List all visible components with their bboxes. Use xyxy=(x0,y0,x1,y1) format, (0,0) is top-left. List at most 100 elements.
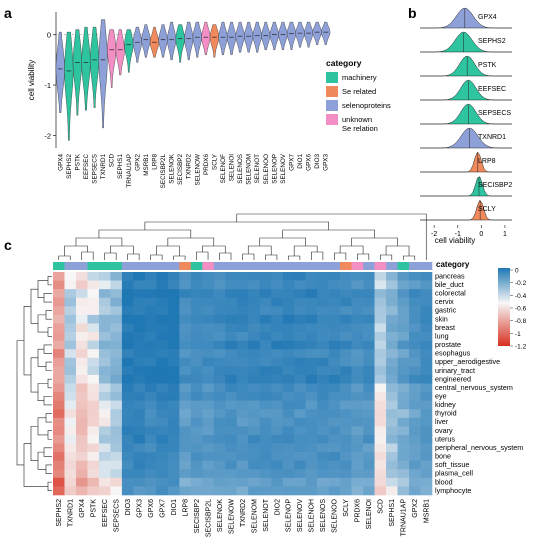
heatmap-cell xyxy=(156,332,169,341)
heatmap-cell xyxy=(317,272,329,281)
violin-x-tick-label: SCLY xyxy=(211,153,218,170)
heatmap-cell xyxy=(317,469,329,479)
heatmap-cell xyxy=(351,272,364,281)
heatmap-cell xyxy=(225,392,238,401)
heatmap-cell xyxy=(53,417,65,427)
heatmap-row-label: cervix xyxy=(435,297,454,306)
heatmap-cell xyxy=(202,332,215,341)
heatmap-cell xyxy=(328,366,341,376)
heatmap-cell xyxy=(409,314,421,324)
heatmap-cell xyxy=(340,469,352,479)
heatmap-cell xyxy=(110,349,123,359)
heatmap-cell xyxy=(156,469,169,479)
heatmap-cell xyxy=(167,409,180,419)
heatmap-cell xyxy=(386,280,398,290)
heatmap-cell xyxy=(202,400,215,410)
heatmap-panel: category pancreasbile_ductcolorectalcerv… xyxy=(16,213,527,537)
heatmap-cell xyxy=(225,272,238,281)
heatmap-cell xyxy=(87,477,100,487)
heatmap-cell xyxy=(351,374,364,384)
heatmap-cell xyxy=(133,469,146,479)
row-dendrogram-link xyxy=(37,451,46,470)
heatmap-cell xyxy=(225,314,238,324)
heatmap-cell xyxy=(351,340,364,350)
heatmap-cell xyxy=(282,289,295,299)
heatmap-cell xyxy=(363,289,375,299)
heatmap-cell xyxy=(110,314,123,324)
heatmap-cell xyxy=(271,289,283,299)
legend-swatch-se-related xyxy=(326,86,338,97)
heatmap-cell xyxy=(363,417,375,427)
heatmap-cell xyxy=(305,340,318,350)
column-dendrogram xyxy=(58,213,427,260)
heatmap-cell xyxy=(351,400,364,410)
heatmap-cell xyxy=(202,374,215,384)
heatmap-cell xyxy=(213,417,226,427)
heatmap-cell xyxy=(87,297,100,307)
heatmap-cell xyxy=(397,280,410,290)
category-cell-GPX6 xyxy=(144,262,157,270)
heatmap-cell xyxy=(317,357,329,367)
heatmap-cell xyxy=(133,349,146,359)
heatmap-cell xyxy=(179,280,192,290)
heatmap-cell xyxy=(202,426,215,436)
heatmap-cell xyxy=(121,469,134,479)
heatmap-cell xyxy=(317,323,329,333)
heatmap-cell xyxy=(144,332,157,341)
heatmap-cell xyxy=(248,306,261,316)
row-dendrogram-link xyxy=(23,306,31,376)
heatmap-cell xyxy=(409,332,421,341)
heatmap-column-label: EEFSEC xyxy=(102,499,109,527)
violin-x-tick-label: SELENOW xyxy=(194,154,201,186)
heatmap-cell xyxy=(179,443,192,453)
heatmap-cell xyxy=(328,357,341,367)
heatmap-cell xyxy=(305,314,318,324)
heatmap-column-label: SCD xyxy=(378,499,385,514)
heatmap-cell xyxy=(282,486,295,496)
violin-SELENOS xyxy=(235,21,245,53)
category-cell-SELENOM xyxy=(248,262,261,270)
heatmap-cell xyxy=(374,392,387,401)
heatmap-cell xyxy=(133,452,146,461)
heatmap-cell xyxy=(75,469,88,479)
heatmap-cell xyxy=(305,306,318,316)
heatmap-cell xyxy=(420,417,433,427)
violin-TRNAU1AP xyxy=(124,29,134,73)
colorbar-tick-label: -0.6 xyxy=(515,306,527,313)
ridge-LRP8 xyxy=(420,151,512,173)
heatmap-cell xyxy=(351,280,364,290)
heatmap-cell xyxy=(363,272,375,281)
heatmap-cell xyxy=(305,426,318,436)
heatmap-cell xyxy=(271,280,283,290)
heatmap-cell xyxy=(305,452,318,461)
heatmap-cell xyxy=(386,486,398,496)
heatmap-cell xyxy=(179,409,192,419)
heatmap-cell xyxy=(87,306,100,316)
dendrogram-link xyxy=(127,253,140,260)
row-dendrogram-link xyxy=(45,361,52,371)
violin-SELENOT xyxy=(252,21,262,53)
heatmap-cell xyxy=(248,486,261,496)
heatmap-cell xyxy=(110,409,123,419)
heatmap-cell xyxy=(409,340,421,350)
heatmap-cell xyxy=(156,349,169,359)
violin-TXNRD2 xyxy=(184,21,194,61)
violins xyxy=(55,19,331,141)
heatmap-cell xyxy=(144,486,157,496)
violin-x-tick-label: SELENOT xyxy=(254,154,261,184)
violin-x-tick-label: SEPHS1 xyxy=(117,154,124,179)
heatmap-cell xyxy=(363,357,375,367)
heatmap-cell xyxy=(75,400,88,410)
heatmap-cell xyxy=(374,306,387,316)
heatmap-cell xyxy=(133,417,146,427)
panel-label-c: c xyxy=(4,237,12,253)
heatmap-cell xyxy=(271,392,283,401)
heatmap-cell xyxy=(87,314,100,324)
heatmap-cell xyxy=(75,392,88,401)
heatmap-cell xyxy=(236,374,249,384)
heatmap-cell xyxy=(121,443,134,453)
heatmap-cell xyxy=(236,469,249,479)
category-annotation-bar xyxy=(53,262,433,270)
heatmap-cell xyxy=(53,280,65,290)
